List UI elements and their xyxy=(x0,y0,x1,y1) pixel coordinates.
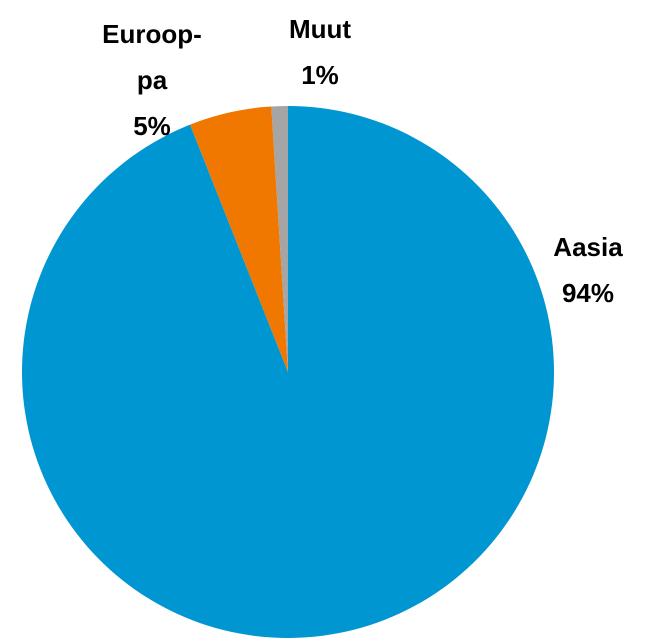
slice-label: Muut 1% xyxy=(270,6,370,98)
category-label: Aasia xyxy=(553,232,623,262)
pie-slice xyxy=(22,106,555,638)
pie-slice xyxy=(190,106,288,372)
slice-label: Aasia 94% xyxy=(518,224,658,316)
pie-slice xyxy=(271,106,288,372)
value-label: 5% xyxy=(133,111,171,141)
category-label: Euroop-pa xyxy=(102,19,202,95)
value-label: 94% xyxy=(561,278,615,308)
slice-label: Euroop-pa 5% xyxy=(93,11,211,149)
category-label: Muut xyxy=(288,14,352,44)
value-label: 1% xyxy=(301,60,339,90)
